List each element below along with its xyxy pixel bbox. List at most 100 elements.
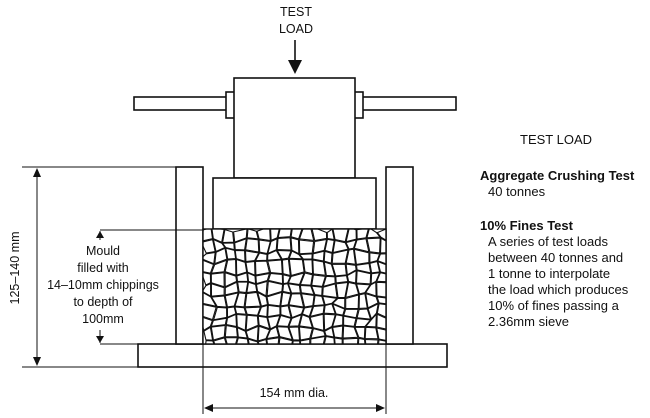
- aggregate-chip: [244, 291, 262, 308]
- aggregate-chip: [266, 237, 278, 255]
- fines-test-line4: the load which produces: [488, 282, 629, 297]
- aggregate-chip: [276, 249, 292, 260]
- aggregate-chip: [354, 326, 366, 340]
- aggregate-chip: [335, 275, 349, 284]
- handle-left: [133, 96, 229, 111]
- aggregate-chip: [288, 250, 304, 260]
- aggregate-chip: [212, 306, 228, 321]
- aggregate-chip: [266, 291, 283, 307]
- aggregate-chip: [226, 306, 237, 319]
- aggregate-chip: [311, 229, 328, 242]
- aggregate-chip: [324, 238, 335, 254]
- aggregate-chip: [326, 229, 335, 241]
- aggregate-chip: [267, 314, 281, 330]
- aggregate-chip: [254, 252, 268, 262]
- mould-note-line1: Mould: [86, 244, 120, 258]
- aggregate-fill: [202, 228, 387, 345]
- aggregate-chip: [355, 283, 372, 295]
- aggregate-chip: [376, 313, 386, 330]
- aggregate-chip: [357, 337, 366, 344]
- aggregate-chip: [353, 238, 370, 253]
- aggregate-chip: [288, 326, 301, 341]
- aggregate-chip: [224, 292, 239, 308]
- aggregate-chip: [203, 282, 212, 298]
- aggregate-chip: [282, 273, 292, 285]
- aggregate-chip: [364, 312, 377, 328]
- aggregate-chip: [366, 237, 381, 254]
- aggregate-chip: [332, 229, 349, 243]
- fines-test-title: 10% Fines Test: [480, 218, 573, 233]
- aggregate-chip: [331, 297, 346, 310]
- aggregate-chip: [270, 229, 280, 242]
- aggregate-chip: [331, 325, 344, 339]
- mould-note-line3: 14–10mm chippings: [47, 278, 159, 292]
- aggregate-chip: [298, 229, 315, 242]
- aggregate-chip: [346, 269, 357, 284]
- aggregate-chip: [210, 324, 226, 341]
- aggregate-chip: [257, 304, 269, 318]
- aggregate-chip: [276, 237, 292, 251]
- aggregate-chip: [244, 306, 262, 316]
- aggregate-chip: [235, 337, 249, 344]
- aggregate-chip: [335, 281, 349, 299]
- aggregate-chip: [333, 337, 343, 344]
- aggregate-chip: [254, 260, 271, 276]
- aggregate-chip: [203, 303, 217, 321]
- aggregate-chip: [246, 229, 259, 240]
- aggregate-chip: [235, 258, 248, 276]
- aggregate-chip: [323, 303, 337, 315]
- aggregate-chip: [312, 250, 325, 262]
- aggregate-chip: [287, 272, 305, 286]
- aggregate-chip: [257, 315, 271, 330]
- aggregate-chip: [364, 326, 379, 340]
- aggregate-chip: [290, 229, 303, 240]
- aggregate-chip: [331, 249, 349, 264]
- aggregate-chip: [203, 229, 214, 242]
- aggregate-chip: [354, 318, 372, 328]
- diameter-dimension: [202, 344, 387, 414]
- aggregate-chip: [312, 238, 328, 254]
- aggregate-chip: [267, 259, 283, 275]
- aggregate-chip: [287, 283, 302, 294]
- aggregate-chip: [210, 272, 225, 288]
- aggregate-chip: [234, 249, 246, 263]
- aggregate-chip: [312, 259, 327, 276]
- aggregate-chip: [277, 229, 292, 239]
- aggregate-chip: [265, 326, 280, 340]
- aggregate-chip: [353, 248, 370, 266]
- aggregate-chip: [266, 337, 280, 344]
- aggregate-chip: [323, 261, 336, 277]
- aggregate-chip: [298, 326, 314, 341]
- aggregate-chip: [345, 239, 358, 250]
- aggregate-chip: [310, 335, 326, 344]
- aggregate-chip: [366, 229, 382, 239]
- aggregate-chip: [290, 237, 300, 255]
- aggregate-chip: [375, 272, 386, 283]
- aggregate-chip: [224, 337, 239, 344]
- aggregate-chip: [234, 237, 247, 251]
- aggregate-chip: [224, 258, 237, 276]
- aggregate-chip: [280, 305, 292, 319]
- aggregate-chip: [370, 272, 381, 285]
- aggregate-chip: [377, 260, 386, 274]
- aggregate-chip: [323, 250, 333, 265]
- mould-base: [137, 343, 448, 368]
- aggregate-chip: [256, 229, 271, 242]
- aggregate-chip: [257, 338, 268, 344]
- aggregate-chip: [244, 238, 260, 253]
- aggregate-chip: [276, 314, 292, 327]
- aggregate-chip: [376, 296, 386, 305]
- aggregate-chip: [342, 325, 359, 339]
- mould-note-line4: to depth of: [73, 295, 133, 309]
- aggregate-chip: [376, 229, 386, 241]
- test-load-label-line1: TEST: [280, 5, 312, 19]
- aggregate-chip: [280, 291, 292, 307]
- aggregate-chip: [276, 326, 294, 341]
- aggregate-chip: [214, 247, 228, 265]
- aggregate-chip: [255, 280, 268, 297]
- load-arrow: [288, 40, 302, 74]
- aggregate-chip: [210, 295, 228, 308]
- aggregate-chip: [342, 308, 359, 319]
- aggregate-chip: [225, 247, 237, 260]
